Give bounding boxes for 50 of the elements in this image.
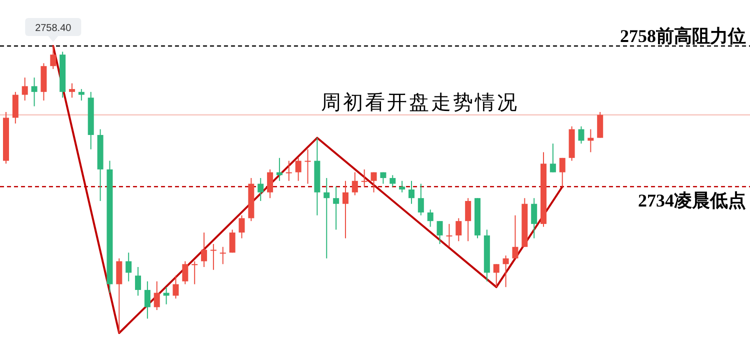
candlestick bbox=[512, 214, 518, 259]
ref-label: 2758前高阻力位 bbox=[620, 26, 746, 46]
candlestick bbox=[436, 220, 443, 245]
candlestick bbox=[333, 186, 340, 230]
candlestick bbox=[116, 258, 122, 334]
ref-label: 2734凌晨低点 bbox=[638, 190, 746, 211]
candlestick bbox=[324, 178, 330, 259]
candlestick bbox=[550, 143, 556, 173]
candlestick bbox=[531, 198, 538, 239]
candlestick bbox=[399, 180, 406, 193]
candlestick bbox=[267, 168, 274, 199]
candlestick bbox=[408, 180, 414, 204]
candlestick bbox=[286, 160, 292, 182]
candlestick bbox=[258, 178, 264, 202]
candlestick bbox=[559, 157, 566, 188]
candlestick bbox=[135, 266, 142, 296]
candlestick bbox=[465, 198, 472, 242]
candlestick bbox=[342, 180, 348, 239]
candlestick bbox=[31, 77, 38, 107]
candlestick bbox=[456, 218, 462, 242]
candlestick bbox=[446, 223, 452, 248]
candlestick bbox=[22, 77, 28, 102]
annotation: 2758.40 bbox=[35, 23, 72, 34]
candlestick bbox=[502, 255, 509, 288]
candlestick bbox=[304, 148, 311, 184]
candlestick bbox=[154, 280, 160, 311]
candlestick bbox=[361, 168, 368, 188]
candlestick bbox=[352, 172, 358, 196]
candlestick bbox=[370, 172, 377, 193]
candlestick bbox=[295, 157, 302, 182]
candlestick bbox=[50, 46, 56, 70]
candlestick bbox=[201, 232, 208, 268]
candlestick bbox=[578, 126, 584, 144]
candlestick bbox=[172, 275, 179, 300]
candlestick bbox=[182, 260, 188, 285]
candlestick bbox=[78, 88, 84, 102]
candlestick bbox=[427, 209, 434, 228]
candlestick bbox=[493, 264, 500, 288]
candlestick bbox=[238, 214, 245, 239]
candlestick bbox=[210, 244, 216, 270]
annotation: 周初看开盘走势情况 bbox=[321, 92, 519, 114]
candlestick bbox=[418, 183, 424, 216]
candlestick bbox=[144, 280, 150, 320]
candlestick bbox=[126, 252, 132, 282]
candlestick bbox=[69, 82, 76, 98]
candlestick bbox=[220, 246, 226, 265]
candlestick bbox=[12, 91, 18, 124]
candlestick bbox=[192, 260, 198, 285]
candlestick bbox=[229, 229, 236, 254]
candlestick bbox=[390, 174, 396, 188]
